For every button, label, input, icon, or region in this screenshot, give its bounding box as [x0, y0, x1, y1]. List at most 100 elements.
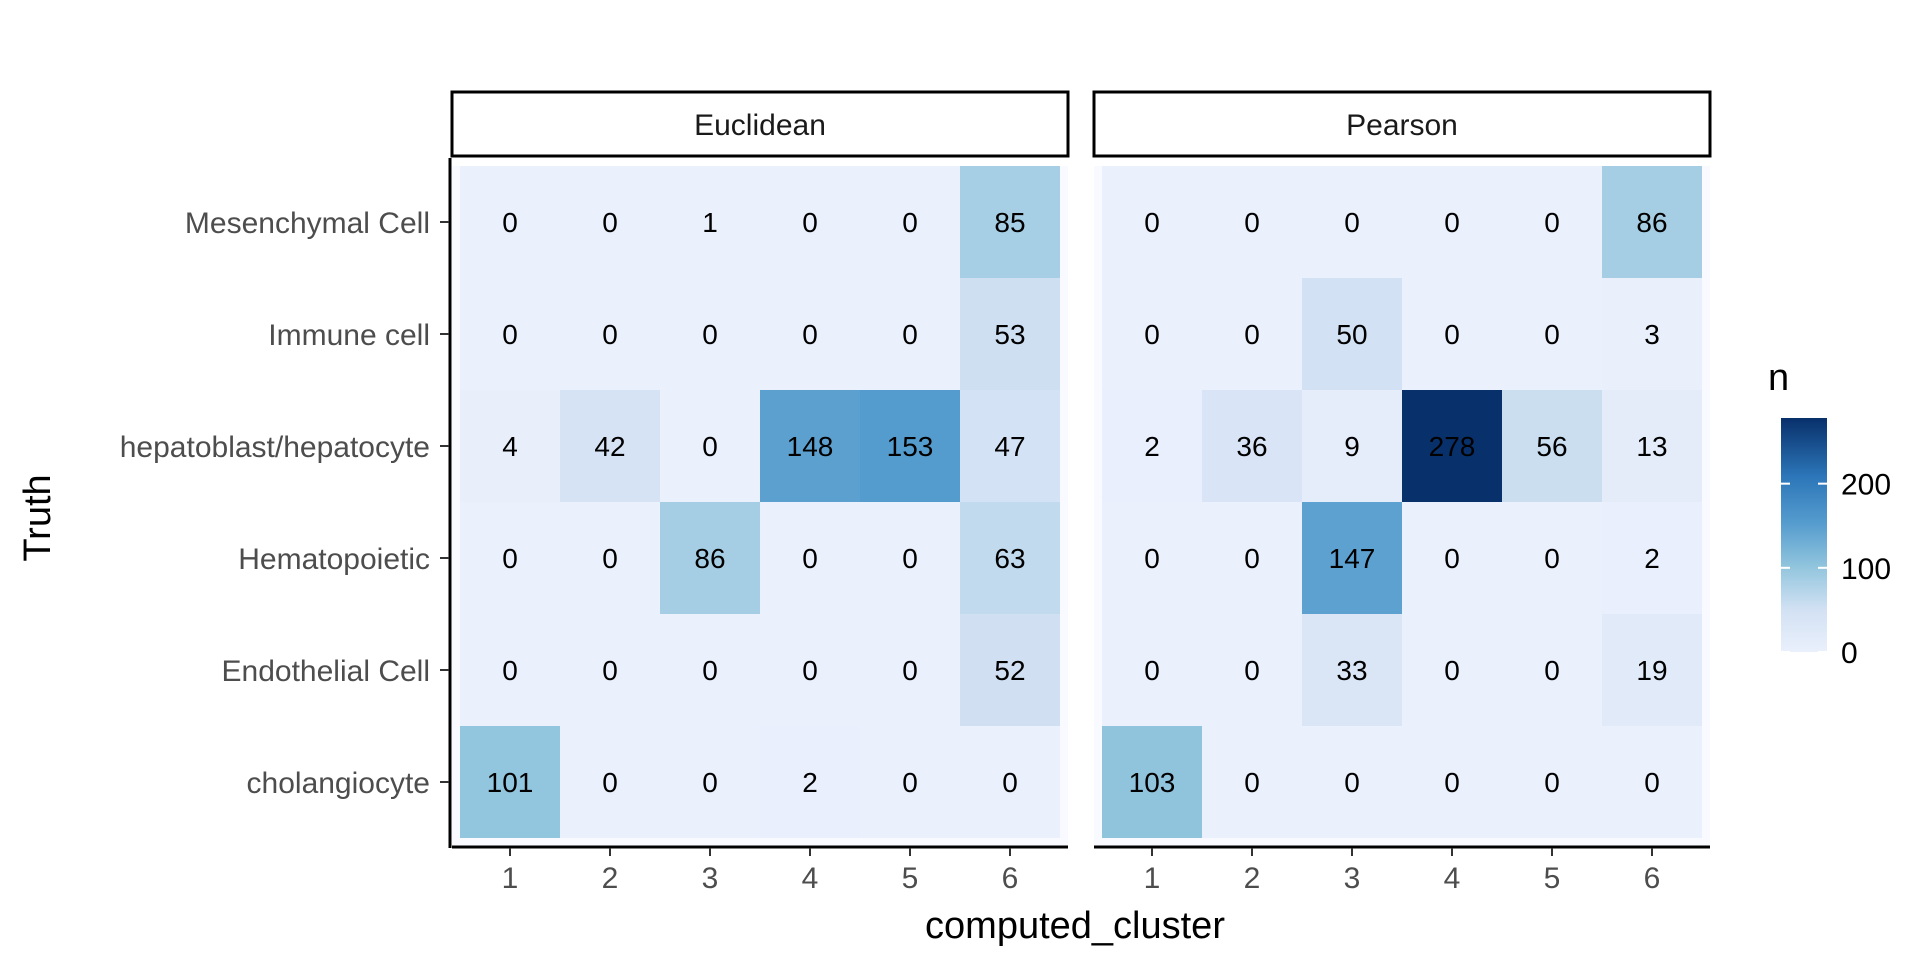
heatmap-cell [1102, 166, 1202, 278]
y-axis: Mesenchymal Cell Immune cell hepatoblast/h… [120, 158, 452, 848]
cell-value-label: 0 [802, 319, 818, 350]
cell-value-label: 2 [1144, 431, 1160, 462]
heatmap-cell [1602, 166, 1702, 278]
cell-value-label: 0 [602, 767, 618, 798]
legend-title: n [1768, 357, 1789, 399]
heatmap-cell [1402, 390, 1502, 502]
heatmap-cell [460, 726, 560, 838]
heatmap-cell [460, 278, 560, 390]
heatmap-cell [1502, 390, 1602, 502]
heatmap-cell [1602, 726, 1702, 838]
cell-value-label: 0 [502, 655, 518, 686]
cell-value-label: 0 [602, 319, 618, 350]
heatmap-cell [960, 726, 1060, 838]
cell-value-label: 0 [1644, 767, 1660, 798]
heatmap-cell [1602, 614, 1702, 726]
cell-value-label: 101 [487, 767, 534, 798]
cell-value-label: 103 [1129, 767, 1176, 798]
heatmap-cell [1302, 166, 1402, 278]
cell-value-label: 0 [1544, 655, 1560, 686]
heatmap-cell [1602, 502, 1702, 614]
heatmap-cell [1502, 166, 1602, 278]
heatmap-cell [660, 614, 760, 726]
heatmap-cell [960, 614, 1060, 726]
x-tick-label: 6 [1002, 862, 1019, 895]
heatmap-cell [960, 502, 1060, 614]
heatmap-cell [760, 390, 860, 502]
cell-value-label: 0 [1144, 207, 1160, 238]
heatmap-cell [560, 166, 660, 278]
cell-value-label: 0 [502, 319, 518, 350]
cell-value-label: 0 [1444, 543, 1460, 574]
x-tick-label: 3 [702, 862, 719, 895]
y-tick-label: Immune cell [268, 319, 430, 352]
cell-value-label: 0 [602, 655, 618, 686]
cell-value-label: 0 [902, 319, 918, 350]
cell-value-label: 0 [1544, 319, 1560, 350]
cell-value-label: 0 [1344, 207, 1360, 238]
heatmap-cell [1202, 390, 1302, 502]
cell-value-label: 33 [1336, 655, 1367, 686]
heatmap-cell [560, 614, 660, 726]
x-tick-label: 2 [602, 862, 619, 895]
heatmap-cell [760, 166, 860, 278]
cell-value-label: 0 [802, 655, 818, 686]
heatmap-cell [560, 502, 660, 614]
cell-value-label: 148 [787, 431, 834, 462]
heatmap-cell [960, 166, 1060, 278]
x-tick-label: 4 [802, 862, 819, 895]
x-tick-label: 1 [502, 862, 519, 895]
heatmap-cell [760, 502, 860, 614]
cell-value-label: 2 [1644, 543, 1660, 574]
y-tick-label: Mesenchymal Cell [185, 207, 430, 240]
cell-value-label: 0 [1244, 767, 1260, 798]
x-tick-label: 1 [1144, 862, 1161, 895]
cell-value-label: 0 [902, 543, 918, 574]
heatmap-cell [860, 614, 960, 726]
heatmap-cell [960, 278, 1060, 390]
cell-value-label: 147 [1329, 543, 1376, 574]
heatmap-cell [760, 278, 860, 390]
facet-strip [450, 90, 1070, 158]
heatmap-cell [1302, 278, 1402, 390]
heatmap-cell [660, 390, 760, 502]
x-tick-label: 2 [1244, 862, 1261, 895]
heatmap-cell [460, 502, 560, 614]
cell-value-label: 53 [994, 319, 1025, 350]
cell-value-label: 0 [1544, 767, 1560, 798]
cell-value-label: 56 [1536, 431, 1567, 462]
heatmap-cell [1102, 726, 1202, 838]
heatmap-cell [860, 726, 960, 838]
cell-value-label: 36 [1236, 431, 1267, 462]
heatmap-cell [1302, 614, 1402, 726]
y-axis-title: Truth [17, 474, 59, 561]
cell-value-label: 85 [994, 207, 1025, 238]
heatmap-cell [860, 278, 960, 390]
heatmap-cell [1502, 726, 1602, 838]
legend-tick-label: 0 [1841, 637, 1858, 670]
cell-value-label: 0 [1144, 319, 1160, 350]
x-tick-label: 6 [1644, 862, 1661, 895]
cell-value-label: 0 [1444, 207, 1460, 238]
cell-value-label: 0 [1144, 543, 1160, 574]
heatmap-cell [660, 726, 760, 838]
heatmap-cell [560, 278, 660, 390]
heatmap-cell [1102, 614, 1202, 726]
heatmap-cell [1102, 278, 1202, 390]
x-axis-title: computed_cluster [925, 905, 1225, 947]
facet-strip [1092, 90, 1712, 158]
cell-value-label: 0 [702, 431, 718, 462]
heatmap-cell [660, 166, 760, 278]
cell-value-label: 0 [602, 543, 618, 574]
cell-value-label: 86 [694, 543, 725, 574]
y-tick-label: cholangiocyte [247, 767, 430, 800]
y-tick-label: Endothelial Cell [222, 655, 430, 688]
heatmap-cell [1402, 278, 1502, 390]
cell-value-label: 0 [1144, 655, 1160, 686]
cell-value-label: 52 [994, 655, 1025, 686]
cell-value-label: 1 [702, 207, 718, 238]
heatmap-cell [1402, 166, 1502, 278]
heatmap-cell [1302, 502, 1402, 614]
